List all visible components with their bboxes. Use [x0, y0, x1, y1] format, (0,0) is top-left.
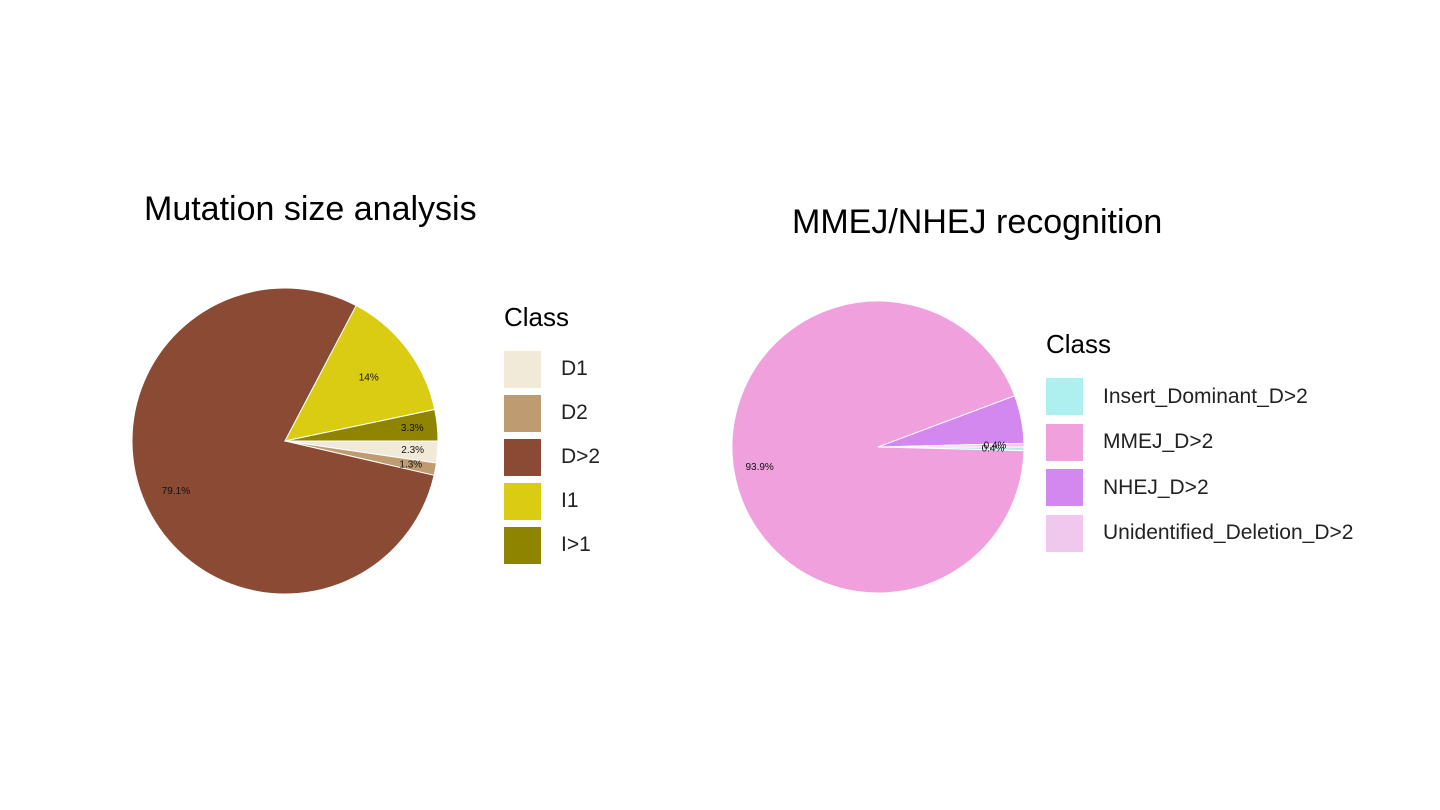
legend-mutation-size: Class D1 D2 D>2 I1 I>1	[504, 302, 600, 567]
pie-slice-label: 2.3%	[401, 445, 424, 456]
legend-swatch	[1046, 378, 1083, 416]
legend-label: D>2	[561, 445, 601, 468]
legend-item-d1: D1	[504, 347, 600, 391]
legend-item-d2: D2	[504, 391, 600, 435]
legend-mmej-nhej: Class Insert_Dominant_D>2 MMEJ_D>2 NHEJ_…	[1046, 329, 1353, 556]
legend-title: Class	[1046, 329, 1112, 359]
chart-title-mutation-size: Mutation size analysis	[144, 190, 477, 228]
pie-slice-label: 93.9%	[745, 462, 773, 473]
legend-label: Unidentified_Deletion_D>2	[1103, 521, 1354, 545]
legend-item-i1: I1	[504, 479, 600, 523]
legend-label: NHEJ_D>2	[1103, 475, 1209, 499]
pie-chart-mmej-nhej: 0.4%93.9%0.4%	[731, 300, 1025, 594]
legend-label: D1	[561, 357, 588, 380]
legend-swatch	[1046, 514, 1083, 552]
legend-label: Insert_Dominant_D>2	[1103, 384, 1308, 408]
legend-swatch	[504, 350, 541, 388]
legend-item-nhej: NHEJ_D>2	[1046, 465, 1353, 511]
chart-title-mmej-nhej: MMEJ/NHEJ recognition	[792, 203, 1163, 241]
pie-slice-i-1	[284, 408, 439, 442]
legend-item-d-gt-2: D>2	[504, 435, 600, 479]
legend-swatch	[1046, 423, 1083, 461]
pie-slice-label: 1.3%	[399, 460, 422, 471]
pie-slice-i1	[284, 304, 436, 442]
legend-item-i-gt-1: I>1	[504, 523, 600, 567]
legend-swatch	[1046, 469, 1083, 507]
legend-label: I>1	[561, 533, 591, 556]
legend-label: I1	[561, 489, 579, 512]
legend-item-mmej: MMEJ_D>2	[1046, 420, 1353, 466]
pie-slice-label: 0.4%	[984, 441, 1007, 452]
legend-swatch	[504, 526, 541, 564]
legend-swatch	[504, 394, 541, 432]
legend-swatch	[504, 482, 541, 520]
pie-slice-label: 14%	[359, 373, 379, 384]
legend-label: D2	[561, 401, 588, 424]
pie-slice-label: 0.4%	[982, 443, 1005, 454]
pie-slice-d-2	[131, 287, 435, 595]
legend-item-insert-dominant: Insert_Dominant_D>2	[1046, 374, 1353, 420]
pie-slice-label: 3.3%	[401, 423, 424, 434]
pie-slice-label: 79.1%	[162, 486, 190, 497]
legend-label: MMEJ_D>2	[1103, 430, 1214, 454]
legend-swatch	[504, 438, 541, 476]
pie-slice-unidentified-deletion-d-2	[877, 442, 1025, 448]
legend-item-unidentified-deletion: Unidentified_Deletion_D>2	[1046, 511, 1353, 557]
pie-chart-mutation-size: 2.3% 1.3% 79.1% 14% 3.3%	[131, 287, 439, 595]
legend-title: Class	[504, 302, 570, 332]
